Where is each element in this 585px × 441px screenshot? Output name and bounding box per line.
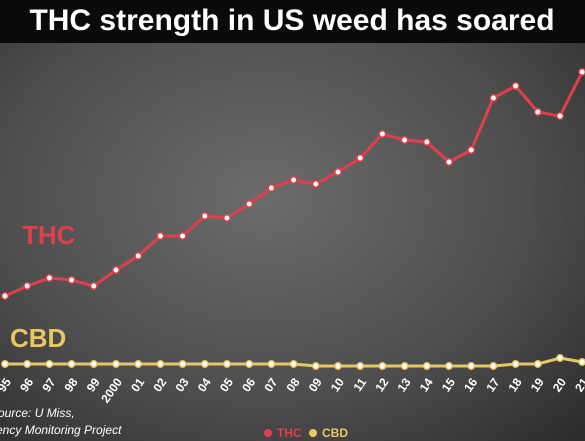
data-point xyxy=(23,360,32,368)
data-point xyxy=(67,276,76,284)
data-point xyxy=(489,94,498,102)
data-point xyxy=(511,82,520,90)
data-point xyxy=(112,360,120,368)
data-point xyxy=(200,360,209,368)
data-point xyxy=(378,130,387,138)
data-point xyxy=(89,282,98,290)
data-point xyxy=(289,360,298,368)
data-point xyxy=(533,360,542,368)
data-point xyxy=(578,68,585,76)
data-point xyxy=(134,360,143,368)
series-label: THC xyxy=(22,220,76,250)
data-point xyxy=(356,154,365,162)
data-point xyxy=(178,232,187,240)
data-point xyxy=(467,362,476,370)
data-point xyxy=(422,138,431,146)
data-point xyxy=(267,360,276,368)
chart-title: THC strength in US weed has soared xyxy=(29,4,554,37)
data-point xyxy=(1,292,9,300)
data-point xyxy=(156,360,165,368)
data-point xyxy=(511,360,520,368)
data-point xyxy=(156,232,165,240)
data-point xyxy=(267,184,276,192)
data-point xyxy=(311,180,320,188)
data-point xyxy=(45,274,54,282)
data-point xyxy=(445,362,453,370)
data-point xyxy=(223,360,231,368)
legend-label: THC xyxy=(277,426,302,440)
data-point xyxy=(1,360,9,368)
data-point xyxy=(112,266,120,274)
data-point xyxy=(334,168,342,176)
data-point xyxy=(289,176,298,184)
data-point xyxy=(556,354,564,362)
data-point xyxy=(23,282,32,290)
data-point xyxy=(378,362,387,370)
data-point xyxy=(556,112,564,120)
data-point xyxy=(400,362,409,370)
data-point xyxy=(445,158,453,166)
data-point xyxy=(45,360,54,368)
data-point xyxy=(578,358,585,366)
data-point xyxy=(134,252,143,260)
data-point xyxy=(356,362,365,370)
data-point xyxy=(67,360,76,368)
data-point xyxy=(245,360,254,368)
data-point xyxy=(400,136,409,144)
series-label: CBD xyxy=(10,323,66,353)
data-point xyxy=(89,360,98,368)
data-point xyxy=(467,146,476,154)
data-point xyxy=(200,212,209,220)
title-bar xyxy=(0,0,585,43)
source: Source: U Miss, xyxy=(0,406,75,420)
legend-marker xyxy=(309,429,317,437)
legend-label: CBD xyxy=(322,426,348,440)
data-point xyxy=(533,108,542,116)
data-point xyxy=(489,362,498,370)
data-point xyxy=(223,214,231,222)
data-point xyxy=(422,362,431,370)
source: Potency Monitoring Project xyxy=(0,423,122,437)
data-point xyxy=(178,360,187,368)
data-point xyxy=(334,362,342,370)
data-point xyxy=(311,362,320,370)
legend-marker xyxy=(264,429,272,437)
data-point xyxy=(245,200,254,208)
